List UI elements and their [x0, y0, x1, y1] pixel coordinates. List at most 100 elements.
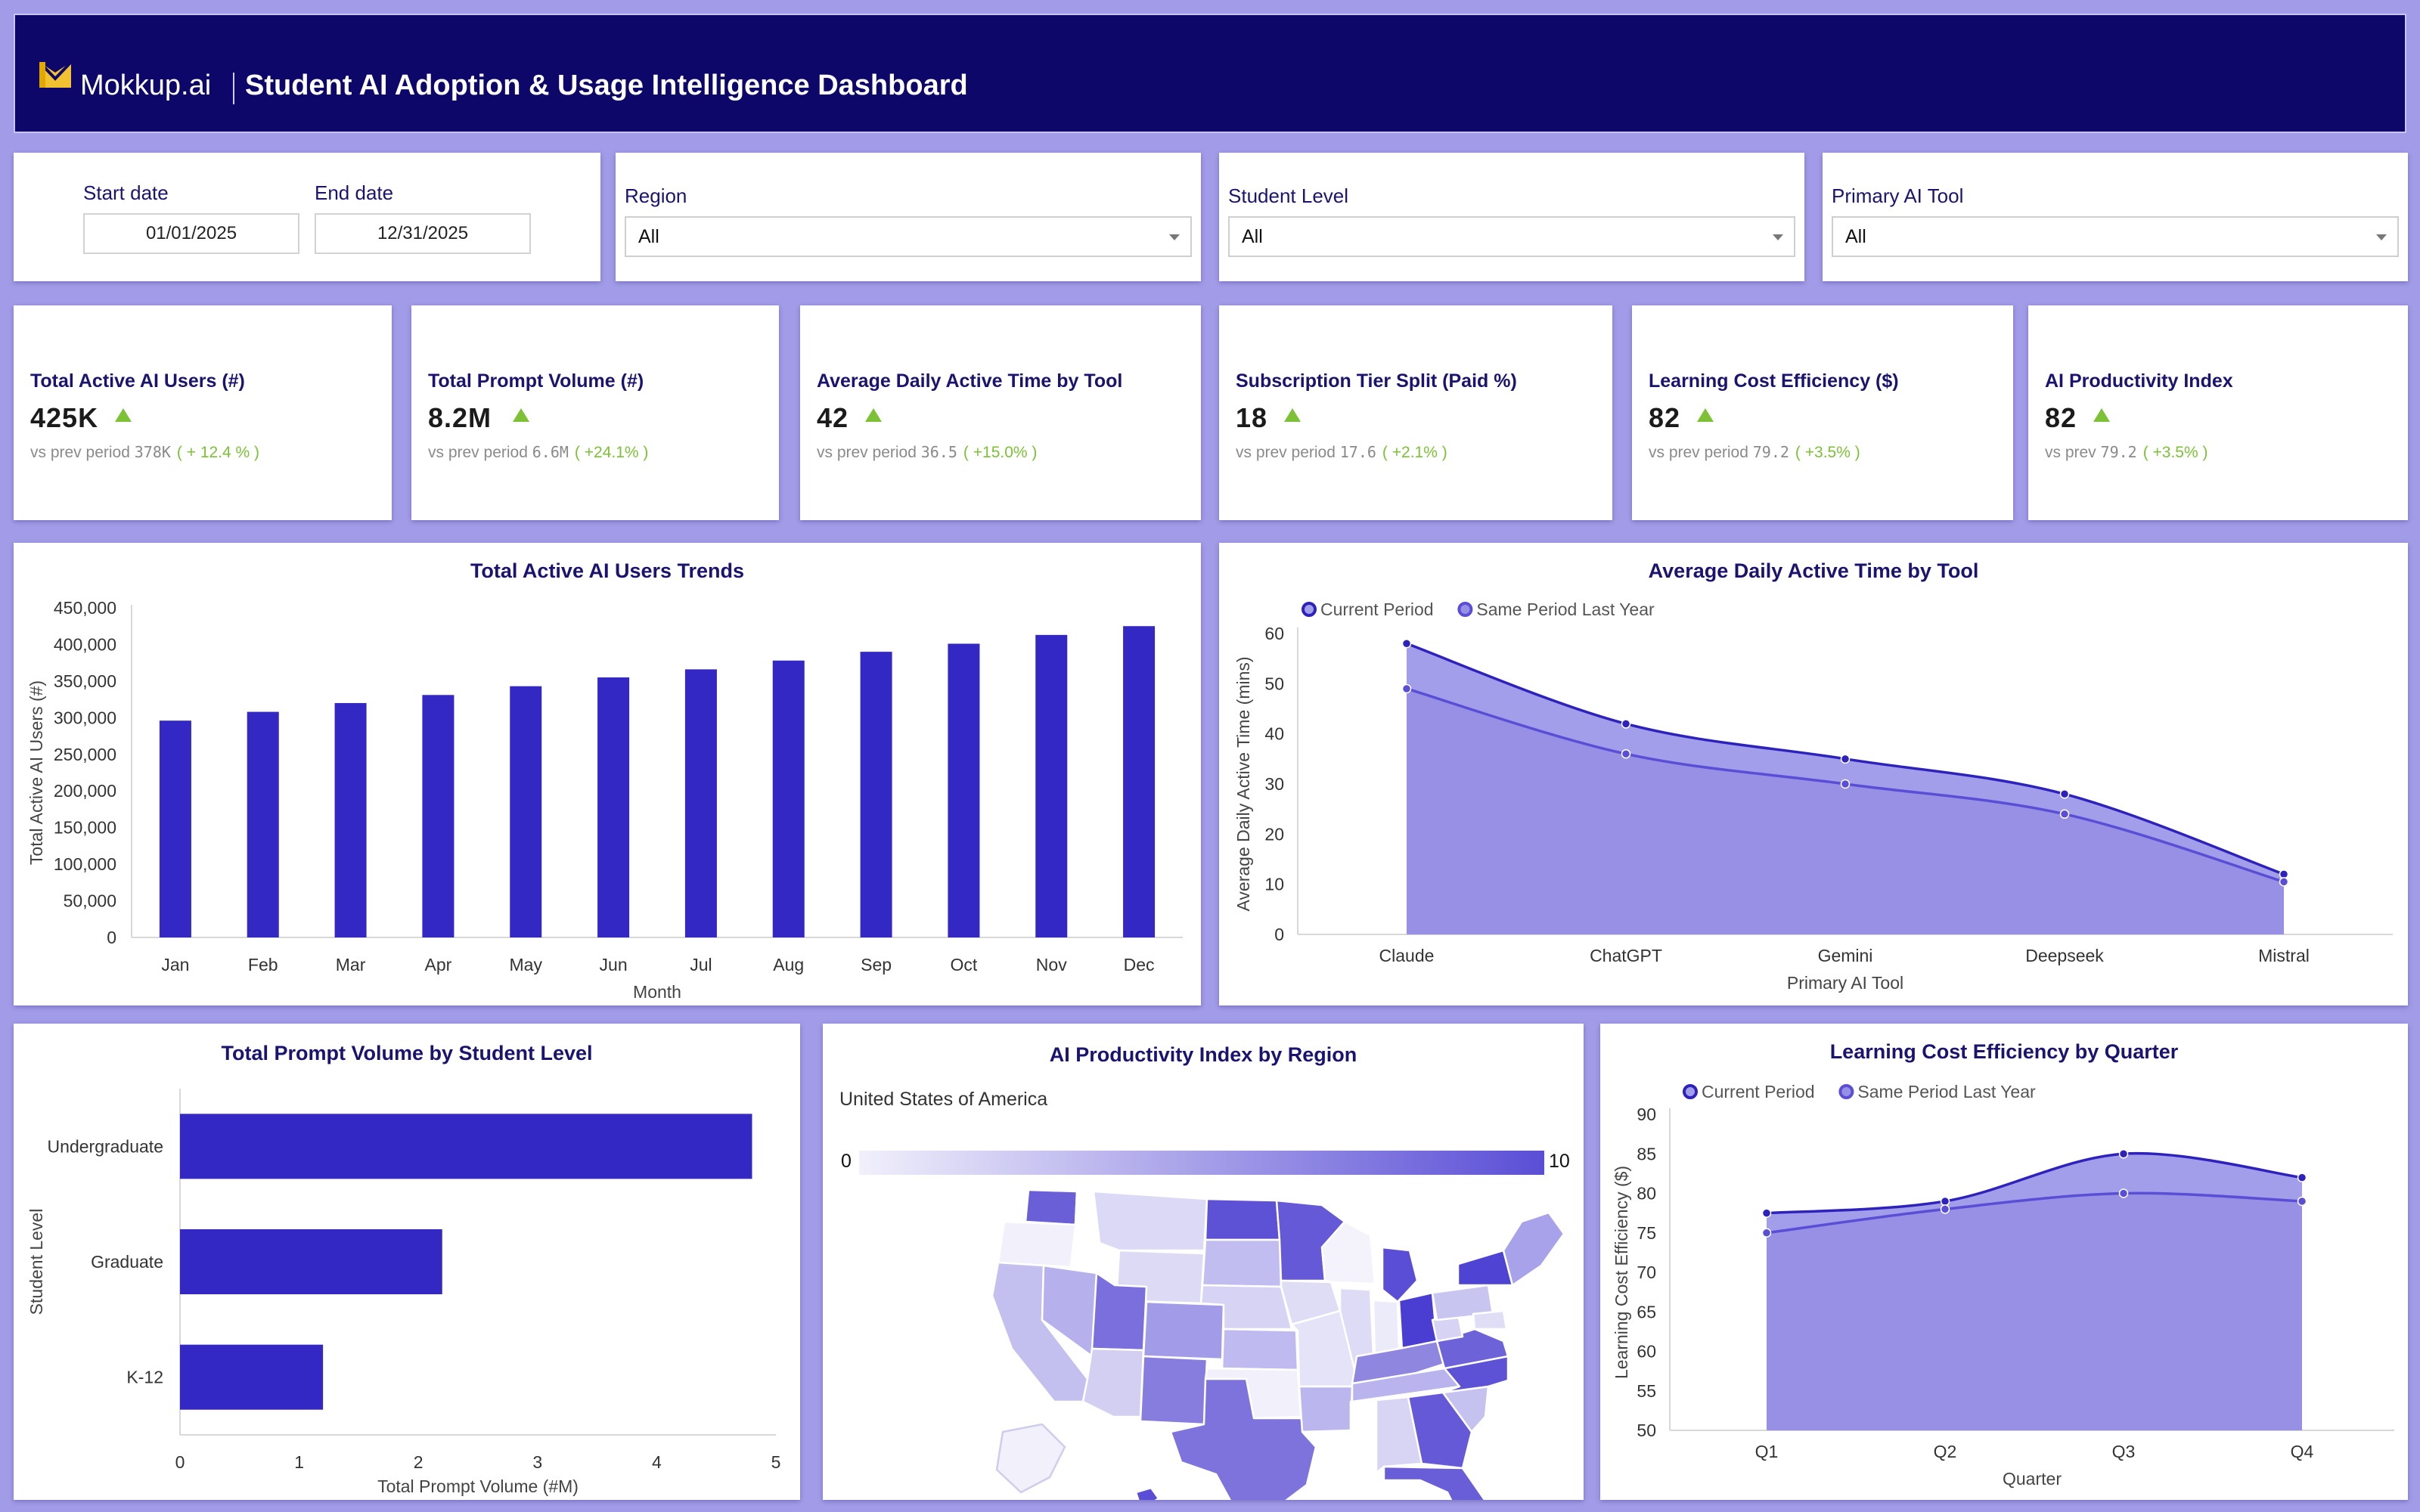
state-alaska — [995, 1423, 1066, 1494]
ai-tool-select[interactable]: All — [1832, 216, 2399, 257]
chart-title: Total Active AI Users Trends — [470, 559, 745, 582]
y-tick-label: 150,000 — [54, 818, 116, 838]
state-alabama — [1375, 1396, 1423, 1474]
y-axis-title: Learning Cost Efficiency ($) — [1612, 1166, 1631, 1379]
dashboard-header: Mokkup.ai Student AI Adoption & Usage In… — [14, 14, 2406, 133]
kpi-comparison: vs prev period 79.2 ( +3.5% ) — [1649, 443, 1860, 462]
bar-sep — [860, 652, 892, 937]
bar-oct — [948, 643, 980, 937]
kpi-comparison-label: vs prev period — [30, 444, 130, 461]
state-maryland — [1472, 1309, 1508, 1331]
data-point — [1761, 1208, 1772, 1218]
trend-up-icon — [1697, 408, 1714, 422]
kpi-comparison-label: vs prev period — [428, 444, 528, 461]
x-tick-label: Jun — [600, 955, 628, 974]
kpi-label: Average Daily Active Time by Tool — [817, 370, 1123, 392]
bar-graduate — [180, 1229, 442, 1294]
chart-title: Learning Cost Efficiency by Quarter — [1829, 1040, 2179, 1063]
kpi-card-subscription-split: Subscription Tier Split (Paid %) 18 vs p… — [1219, 305, 1612, 520]
kpi-label: AI Productivity Index — [2045, 370, 2233, 392]
users-trend-chart-card: Total Active AI Users Trends 0 50,000 100,… — [14, 543, 1201, 1005]
student-level-select[interactable]: All — [1228, 216, 1795, 257]
data-point — [2297, 1196, 2307, 1207]
state-washington — [1024, 1188, 1078, 1226]
trend-up-icon — [865, 408, 882, 422]
y-tick-label: 400,000 — [54, 634, 116, 654]
x-tick-label: ChatGPT — [1590, 946, 1662, 965]
map-country-label: United States of America — [839, 1089, 1048, 1110]
region-filter-card: Region All — [616, 153, 1201, 281]
data-point — [2279, 877, 2289, 887]
kpi-value: 42 — [817, 402, 849, 433]
ai-tool-select-value: All — [1845, 225, 1866, 247]
kpi-comparison-label: vs prev period — [1649, 444, 1748, 461]
x-tick-label: Q4 — [2291, 1442, 2314, 1461]
state-south-dakota — [1201, 1238, 1283, 1288]
cost-efficiency-chart: 50 55 60 65 70 75 80 85 90 Q1 Q2 Q3 Q4 Quarter Learnin… — [1612, 1082, 2394, 1489]
x-tick-label: 2 — [414, 1452, 424, 1472]
brand-divider — [233, 73, 234, 104]
end-date-input[interactable]: 12/31/2025 — [315, 213, 531, 254]
us-choropleth-map[interactable] — [823, 1024, 1584, 1500]
x-axis-title: Primary AI Tool — [1787, 973, 1903, 993]
x-tick-label: 5 — [771, 1452, 781, 1472]
region-select[interactable]: All — [625, 216, 1192, 257]
kpi-change: ( +24.1% ) — [574, 444, 649, 461]
kpi-label: Total Prompt Volume (#) — [428, 370, 644, 392]
y-axis-title: Average Daily Active Time (mins) — [1233, 656, 1253, 911]
x-tick-label: Feb — [248, 955, 278, 974]
series-line-last-year — [1766, 1191, 2303, 1235]
state-arkansas — [1298, 1385, 1354, 1433]
state-new-york — [1457, 1249, 1514, 1287]
y-tick-label: 350,000 — [54, 671, 116, 691]
prompt-volume-chart: Undergraduate Graduate K-12 0 1 2 3 4 5 Total Pro… — [26, 1089, 781, 1496]
kpi-value: 82 — [1649, 402, 1681, 433]
x-tick-label: Oct — [951, 955, 978, 974]
kpi-comparison: vs prev period 36.5 ( +15.0% ) — [817, 443, 1037, 462]
legend-label: Same Period Last Year — [1476, 600, 1655, 619]
y-tick-label: 50,000 — [64, 891, 116, 911]
kpi-comparison-label: vs prev period — [1236, 444, 1336, 461]
state-new-england — [1502, 1211, 1565, 1287]
trend-up-icon — [1284, 408, 1301, 422]
legend-marker — [1302, 602, 1317, 617]
data-point — [2059, 809, 2070, 820]
state-colorado — [1142, 1300, 1225, 1361]
y-tick-label: K-12 — [126, 1368, 163, 1387]
y-tick-label: 80 — [1637, 1184, 1656, 1204]
student-level-select-value: All — [1242, 225, 1263, 247]
y-tick-label: 60 — [1637, 1342, 1656, 1362]
kpi-value: 8.2M — [428, 402, 492, 433]
kpi-prev-value: 36.5 — [920, 443, 957, 461]
x-tick-label: Mar — [336, 955, 366, 974]
scale-min-label: 0 — [841, 1151, 852, 1172]
kpi-prev-value: 378K — [134, 443, 171, 461]
student-level-label: Student Level — [1228, 184, 1349, 207]
bar-mar — [334, 702, 367, 937]
data-point — [2118, 1188, 2129, 1198]
y-axis-title: Total Active AI Users (#) — [26, 680, 46, 865]
bar-may — [510, 686, 542, 937]
bar-apr — [422, 695, 455, 937]
bar-jan — [159, 720, 191, 937]
data-point — [2118, 1149, 2129, 1159]
state-indiana — [1372, 1299, 1401, 1358]
y-tick-label: Undergraduate — [48, 1136, 163, 1156]
kpi-change: ( +3.5% ) — [2142, 444, 2208, 461]
kpi-prev-value: 17.6 — [1339, 443, 1376, 461]
state-florida — [1382, 1465, 1486, 1500]
x-tick-label: Apr — [425, 955, 452, 974]
y-tick-label: 20 — [1264, 824, 1284, 844]
ai-tool-filter-card: Primary AI Tool All — [1823, 153, 2408, 281]
bar-aug — [772, 660, 805, 937]
bar-undergraduate — [180, 1114, 752, 1179]
x-tick-label: Q2 — [1934, 1442, 1957, 1461]
legend-label: Current Period — [1320, 600, 1434, 619]
start-date-input[interactable]: 01/01/2025 — [83, 213, 299, 254]
y-tick-label: 450,000 — [54, 598, 116, 618]
trend-up-icon — [513, 408, 529, 422]
mokkup-logo-icon — [38, 60, 73, 88]
chevron-down-icon — [1773, 234, 1783, 240]
kpi-card-cost-efficiency: Learning Cost Efficiency ($) 82 vs prev … — [1632, 305, 2013, 520]
ai-tool-label: Primary AI Tool — [1832, 184, 1964, 207]
